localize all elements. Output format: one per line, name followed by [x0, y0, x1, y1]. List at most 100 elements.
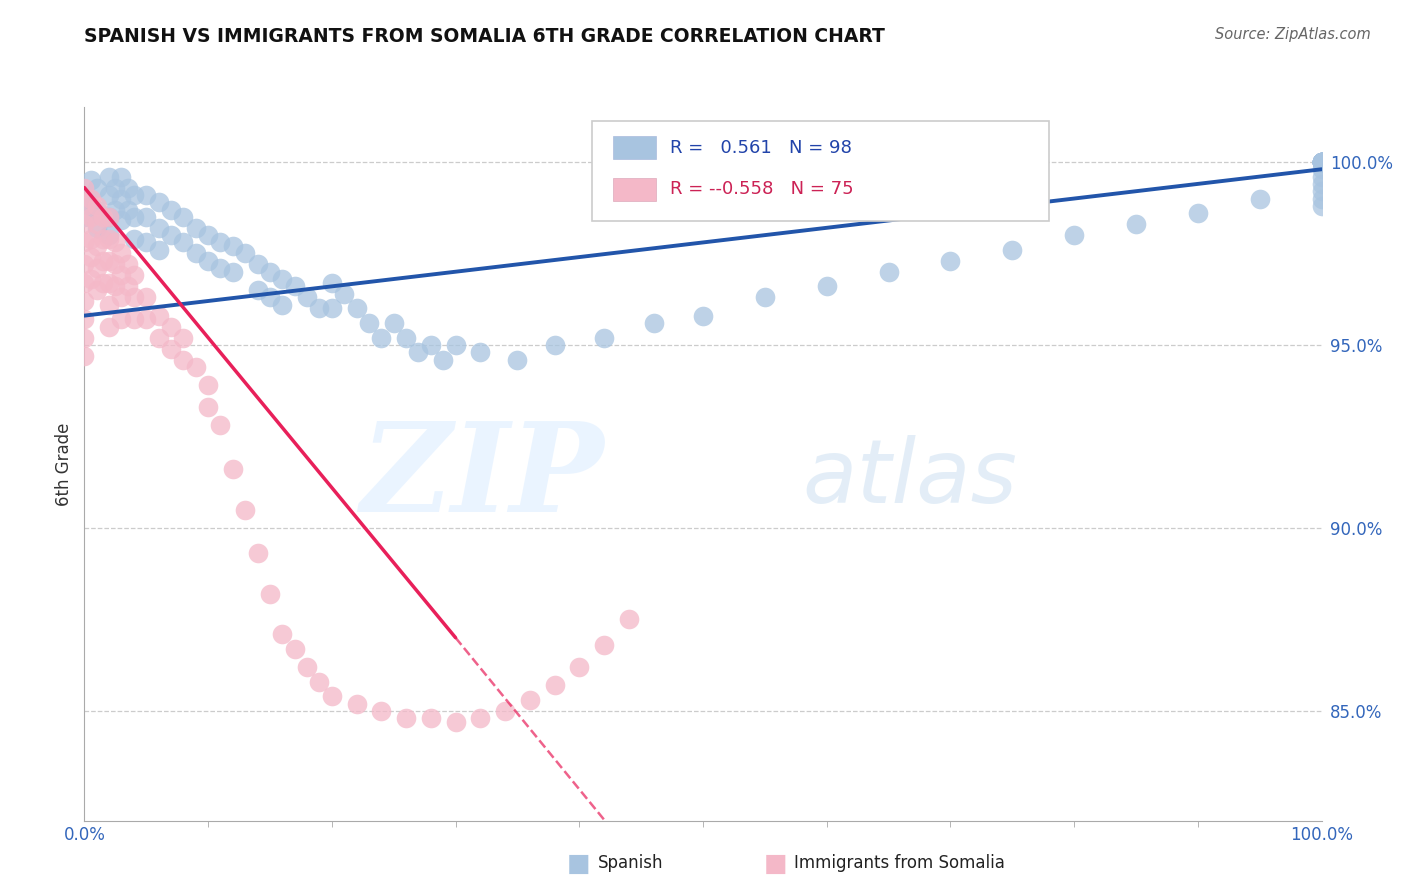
Point — [110, 290, 132, 304]
Text: Source: ZipAtlas.com: Source: ZipAtlas.com — [1215, 27, 1371, 42]
Point — [79, 250, 101, 264]
Point — [122, 290, 145, 304]
Point — [1187, 206, 1209, 220]
Point — [197, 378, 219, 392]
Point — [233, 246, 256, 260]
FancyBboxPatch shape — [613, 136, 657, 159]
Point — [1310, 169, 1333, 184]
Point — [1310, 199, 1333, 213]
Point — [877, 265, 900, 279]
Point — [197, 253, 219, 268]
Point — [1310, 155, 1333, 169]
Point — [104, 257, 127, 271]
Point — [1125, 217, 1147, 231]
Point — [321, 690, 343, 704]
Point — [122, 268, 145, 283]
Point — [73, 180, 96, 194]
Point — [346, 301, 368, 316]
Text: ■: ■ — [567, 852, 591, 875]
Point — [148, 330, 170, 344]
Point — [1310, 155, 1333, 169]
Point — [1310, 155, 1333, 169]
Point — [1249, 192, 1271, 206]
Point — [1310, 184, 1333, 198]
Point — [86, 217, 108, 231]
Point — [79, 232, 101, 246]
Point — [370, 330, 392, 344]
Point — [172, 210, 194, 224]
Point — [271, 627, 294, 641]
Point — [1310, 155, 1333, 169]
Point — [419, 338, 441, 352]
Point — [233, 502, 256, 516]
Point — [222, 265, 245, 279]
Point — [148, 220, 170, 235]
Point — [73, 293, 96, 308]
Point — [117, 202, 139, 217]
Point — [1310, 162, 1333, 177]
Point — [104, 180, 127, 194]
Point — [160, 342, 183, 356]
Point — [382, 316, 405, 330]
Point — [73, 217, 96, 231]
Point — [939, 253, 962, 268]
Point — [86, 202, 108, 217]
Point — [593, 638, 616, 652]
Point — [543, 678, 565, 692]
Point — [135, 290, 157, 304]
Point — [1310, 155, 1333, 169]
Point — [110, 169, 132, 184]
Point — [543, 338, 565, 352]
Point — [148, 243, 170, 257]
Point — [444, 714, 467, 729]
Point — [1310, 155, 1333, 169]
Point — [1063, 228, 1085, 243]
Point — [122, 232, 145, 246]
Point — [104, 279, 127, 293]
Point — [98, 210, 121, 224]
Point — [98, 298, 121, 312]
Point — [308, 301, 330, 316]
Point — [395, 711, 418, 725]
Point — [122, 187, 145, 202]
Point — [73, 312, 96, 326]
Point — [1001, 243, 1024, 257]
Point — [259, 290, 281, 304]
Point — [470, 345, 492, 359]
Point — [122, 210, 145, 224]
Point — [86, 180, 108, 194]
Point — [73, 210, 96, 224]
Point — [643, 316, 665, 330]
Point — [73, 276, 96, 290]
Point — [110, 268, 132, 283]
Point — [692, 309, 714, 323]
Point — [172, 330, 194, 344]
Point — [209, 418, 232, 433]
Point — [79, 272, 101, 286]
Point — [432, 352, 454, 367]
Point — [86, 220, 108, 235]
Point — [73, 192, 96, 206]
Text: ■: ■ — [763, 852, 787, 875]
Point — [91, 276, 114, 290]
Text: R = --0.558   N = 75: R = --0.558 N = 75 — [669, 180, 853, 198]
Point — [321, 301, 343, 316]
Point — [197, 400, 219, 414]
Point — [86, 239, 108, 253]
Point — [160, 202, 183, 217]
Point — [122, 312, 145, 326]
Point — [110, 312, 132, 326]
Point — [86, 261, 108, 276]
Point — [209, 261, 232, 276]
Point — [1310, 155, 1333, 169]
Point — [246, 547, 269, 561]
Y-axis label: 6th Grade: 6th Grade — [55, 422, 73, 506]
Point — [1310, 155, 1333, 169]
Text: Immigrants from Somalia: Immigrants from Somalia — [794, 855, 1005, 872]
Point — [110, 213, 132, 227]
Point — [222, 462, 245, 476]
Point — [321, 276, 343, 290]
Point — [593, 330, 616, 344]
Point — [148, 195, 170, 210]
Point — [284, 641, 307, 656]
